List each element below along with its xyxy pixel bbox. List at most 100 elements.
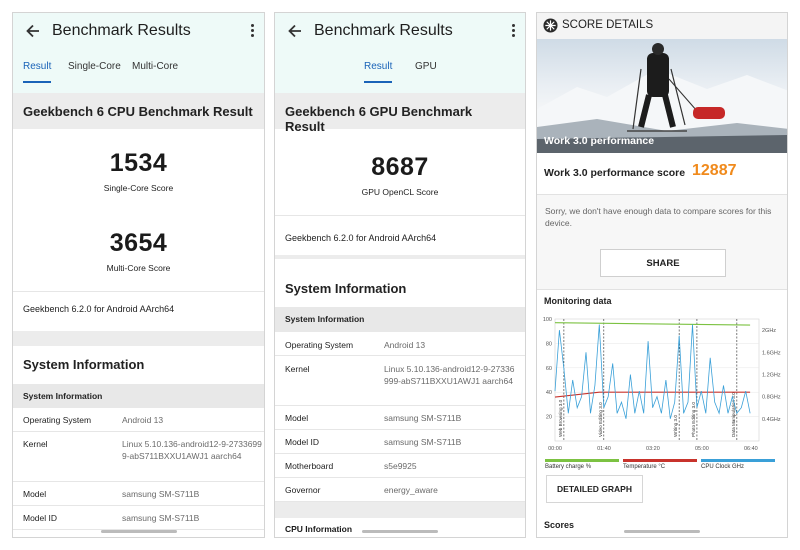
tab-multi-core[interactable]: Multi-Core: [132, 61, 179, 72]
tab-result[interactable]: Result: [364, 61, 393, 83]
overflow-menu-icon[interactable]: [512, 24, 516, 38]
home-gesture-handle: [362, 530, 438, 533]
share-section: SHARE: [537, 235, 787, 289]
table-row: Governor energy_aware: [275, 478, 525, 502]
hero-caption: Work 3.0 performance: [544, 135, 655, 147]
tab-bar: Result Single-Core Multi-Core: [13, 61, 264, 85]
y-right-tick-label: 0.8GHz: [762, 395, 781, 401]
monitoring-chart-svg: 20 40 60 80 100 0.4GHz 0.8GHz 1.2GHz 1.6GHz 2GHz 0…: [543, 317, 781, 452]
legend-label-temperature: Temperature °C: [623, 464, 666, 470]
row-key: Operating System: [285, 340, 354, 350]
app-bar-title: Benchmark Results: [314, 22, 453, 39]
hero-image: Work 3.0 performance: [537, 39, 787, 153]
x-tick-label: 05:00: [695, 446, 709, 452]
share-button[interactable]: SHARE: [600, 249, 726, 277]
back-arrow-icon[interactable]: [23, 21, 43, 41]
system-info-title: System Information: [23, 357, 145, 372]
system-info-subheader: System Information: [275, 307, 525, 332]
tab-single-core[interactable]: Single-Core: [68, 61, 121, 72]
table-row: Operating System Android 13: [13, 408, 264, 432]
y-left-tick-label: 20: [546, 415, 552, 421]
row-value: samsung SM-S711B: [122, 513, 200, 523]
monitoring-title: Monitoring data: [537, 289, 787, 313]
performance-score-row: Work 3.0 performance score 12887: [537, 153, 787, 195]
x-tick-label: 00:00: [548, 446, 562, 452]
legend-swatch-cpu-clock: [701, 459, 775, 462]
divider: [275, 502, 525, 518]
table-row: Model ID samsung SM-S711B: [13, 506, 264, 530]
app-bar-title: SCORE DETAILS: [562, 19, 654, 31]
cpu-results-screen: Benchmark Results Result Single-Core Mul…: [12, 12, 265, 538]
app-bar-title: Benchmark Results: [52, 22, 191, 39]
tab-result[interactable]: Result: [23, 61, 52, 83]
home-gesture-handle: [100, 530, 177, 533]
chart-legend: Battery charge % Temperature °C CPU Cloc…: [537, 459, 787, 479]
legend-battery: Battery charge %: [545, 459, 619, 479]
y-left-tick-label: 80: [546, 341, 552, 347]
row-key: Model ID: [23, 513, 58, 523]
table-row: Model samsung SM-S711B: [275, 406, 525, 430]
system-info-title: System Information: [285, 281, 407, 296]
table-row: Model samsung SM-S711B: [13, 482, 264, 506]
cpu-info-subheader: CPU Information: [285, 524, 353, 534]
tab-gpu[interactable]: GPU: [415, 61, 437, 72]
row-value: s5e9925: [384, 461, 417, 471]
performance-score-value: 12887: [692, 162, 737, 179]
row-value: Linux 5.10.136-android12-9-27336999-abS7…: [122, 439, 262, 461]
legend-swatch-battery: [545, 459, 619, 462]
table-row: Operating System Android 13: [275, 332, 525, 356]
back-arrow-icon[interactable]: [285, 21, 305, 41]
annotation-label: Web Browsing 3.0: [558, 399, 563, 437]
skier-illustration: [537, 43, 787, 153]
divider: [275, 255, 525, 259]
table-row: Kernel Linux 5.10.136-android12-9-273369…: [13, 432, 264, 482]
legend-temperature: Temperature °C: [623, 459, 697, 479]
gpu-score-block: 8687 GPU OpenCL Score: [275, 129, 525, 215]
app-logo-icon: [543, 18, 558, 33]
no-comparison-notice: Sorry, we don't have enough data to comp…: [537, 195, 787, 235]
overflow-menu-icon[interactable]: [251, 24, 255, 38]
row-key: Model: [285, 413, 309, 423]
annotation-label: Data Manipulation 3.0: [731, 392, 736, 437]
row-key: Operating System: [23, 415, 92, 425]
performance-score-label: Work 3.0 performance score: [544, 167, 686, 179]
gpu-opencl-score-label: GPU OpenCL Score: [361, 187, 439, 197]
system-info-subheader: System Information: [13, 384, 264, 408]
y-left-tick-label: 100: [543, 317, 552, 323]
system-info-section: System Information: [275, 259, 525, 307]
detailed-graph-button[interactable]: DETAILED GRAPH: [546, 475, 643, 503]
multi-core-score: 3654: [109, 229, 168, 257]
version-text: Geekbench 6.2.0 for Android AArch64: [23, 304, 175, 314]
home-gesture-handle: [624, 530, 700, 533]
table-row: Kernel Linux 5.10.136-android12-9-273369…: [275, 356, 525, 406]
row-value: samsung SM-S711B: [122, 489, 200, 499]
annotation-label: Writing 3.0: [673, 415, 678, 437]
y-right-tick-label: 2GHz: [762, 328, 776, 334]
series-line: [554, 391, 751, 398]
single-core-score-block: 1534 Single-Core Score: [13, 129, 264, 209]
monitoring-chart: 20 40 60 80 100 0.4GHz 0.8GHz 1.2GHz 1.6GHz 2GHz 0…: [537, 313, 787, 470]
row-key: Governor: [285, 485, 321, 495]
version-row: Geekbench 6.2.0 for Android AArch64: [275, 215, 525, 255]
single-core-score-label: Single-Core Score: [103, 183, 174, 193]
row-key: Model ID: [285, 437, 320, 447]
app-bar: Benchmark Results Result GPU: [275, 13, 525, 93]
app-bar: SCORE DETAILS: [537, 13, 787, 39]
legend-swatch-temperature: [623, 459, 697, 462]
gpu-results-screen: Benchmark Results Result GPU Geekbench 6…: [274, 12, 526, 538]
x-tick-label: 03:20: [646, 446, 660, 452]
result-heading: Geekbench 6 GPU Benchmark Result: [275, 93, 525, 134]
x-tick-label: 01:40: [597, 446, 611, 452]
row-key: Motherboard: [285, 461, 334, 471]
legend-cpu-clock: CPU Clock GHz: [701, 459, 775, 479]
row-value: energy_aware: [384, 485, 438, 495]
annotation-label: Video Editing 3.0: [598, 402, 603, 437]
row-value: samsung SM-S711B: [384, 437, 462, 447]
plot-frame: [554, 318, 760, 442]
version-text: Geekbench 6.2.0 for Android AArch64: [285, 233, 437, 243]
annotation-label: Photo Editing 3.0: [691, 402, 696, 437]
legend-label-cpu-clock: CPU Clock GHz: [701, 464, 745, 470]
row-value: samsung SM-S711B: [384, 413, 462, 423]
result-heading: Geekbench 6 CPU Benchmark Result: [13, 93, 264, 129]
version-row: Geekbench 6.2.0 for Android AArch64: [13, 291, 264, 331]
